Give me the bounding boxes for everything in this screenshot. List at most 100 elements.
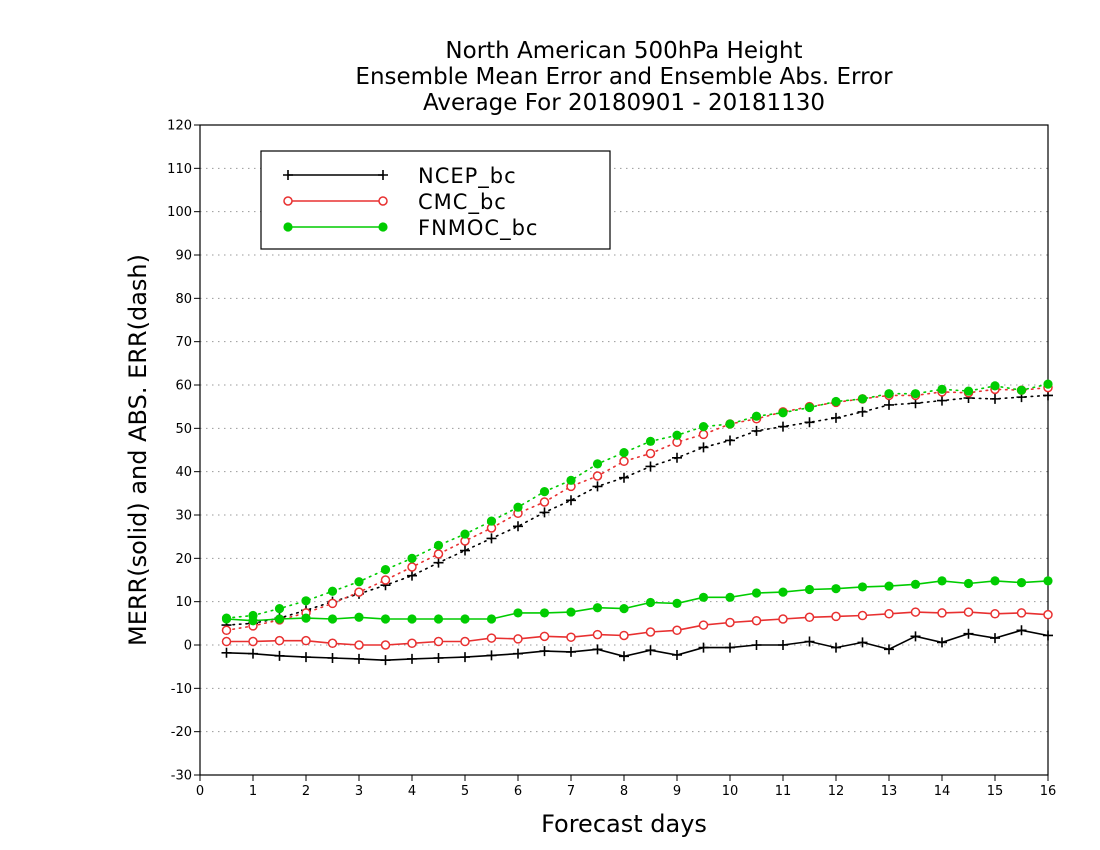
cmc-bc-merr-line [226,611,1049,646]
x-tick-label: 12 [828,784,845,799]
data-point-open-circle [566,632,576,642]
x-tick-label: 1 [249,784,257,799]
data-point-open-circle [778,614,788,624]
data-point-open-circle [751,615,762,626]
data-point-open-circle [380,640,391,650]
data-point-open-circle [539,631,550,642]
data-point-open-circle [857,610,868,621]
data-point-filled-circle [1016,385,1027,395]
data-point-filled-circle [301,613,311,623]
data-point-plus [645,645,656,656]
chart-title-line-1: North American 500hPa Height [445,38,803,64]
data-point-filled-circle [460,529,470,539]
data-point-filled-circle [378,222,388,232]
data-point-open-circle [619,630,629,641]
x-tick-label: 8 [620,784,628,799]
data-point-open-circle [283,196,293,206]
data-point-filled-circle [672,598,682,609]
data-point-filled-circle [354,577,364,587]
data-point-open-circle [963,607,974,617]
data-point-open-circle [645,448,656,459]
data-point-filled-circle [486,516,497,526]
data-point-filled-circle [327,614,338,624]
legend-box [260,150,611,250]
data-point-filled-circle [1016,578,1027,588]
data-point-filled-circle [884,581,894,591]
data-point-filled-circle [221,614,232,624]
x-tick-label: 16 [1040,784,1057,799]
data-point-filled-circle [301,596,311,606]
series-ncep-bc [221,390,1053,666]
legend-entry-ncep-bc: NCEP_bc [283,164,516,189]
data-point-plus [937,395,947,406]
data-point-filled-circle [857,582,868,592]
data-point-plus [592,644,603,655]
data-point-open-circle [592,629,603,640]
data-point-plus [857,637,868,648]
x-tick-label: 4 [408,784,416,799]
data-point-open-circle [645,627,656,637]
data-point-plus [884,644,894,655]
y-tick-label: 40 [175,465,192,480]
data-point-plus [1043,630,1053,641]
x-tick-label: 2 [302,784,310,799]
data-point-filled-circle [460,614,470,624]
x-tick-label: 6 [514,784,522,799]
data-point-filled-circle [407,614,417,624]
legend-label: FNMOC_bc [418,216,538,241]
data-point-plus [460,652,470,663]
data-point-plus [804,417,815,428]
data-point-plus [380,655,391,666]
data-point-plus [566,495,576,506]
fnmoc-bc-merr-line [226,580,1049,622]
data-point-filled-circle [566,607,576,617]
data-point-filled-circle [327,586,338,596]
data-point-open-circle [1016,608,1027,618]
data-point-open-circle [221,636,232,647]
data-point-plus [910,631,921,642]
x-tick-label: 3 [355,784,363,799]
data-point-plus [672,452,682,463]
data-point-filled-circle [698,422,709,432]
data-point-plus [433,557,444,568]
data-point-filled-circle [645,597,656,608]
y-tick-label: -20 [171,725,192,740]
x-tick-label: 0 [196,784,204,799]
data-point-filled-circle [831,584,841,594]
data-point-filled-circle [592,459,603,469]
legend-label: CMC_bc [418,190,507,215]
data-point-plus [221,647,232,658]
y-tick-label: 120 [167,119,192,134]
data-point-plus [857,406,868,417]
data-point-filled-circle [539,608,550,618]
data-point-plus [831,412,841,423]
y-tick-label: 0 [184,639,192,654]
data-point-plus [1016,625,1027,636]
chart-title-line-2: Ensemble Mean Error and Ensemble Abs. Er… [355,64,893,90]
data-point-plus [725,642,735,653]
data-point-filled-circle [539,487,550,497]
data-point-open-circle [354,640,364,650]
data-point-filled-circle [283,222,293,232]
data-point-open-circle [698,620,709,630]
y-axis-title: MERR(solid) and ABS. ERR(dash) [124,254,152,646]
data-point-plus [460,545,470,556]
y-tick-label: 20 [175,552,192,567]
data-point-plus [486,650,497,661]
data-point-open-circle [380,575,391,585]
x-axis-title: Forecast days [541,810,707,838]
chart-title-line-3: Average For 20180901 - 20181130 [422,90,826,116]
data-point-plus [778,421,788,432]
y-tick-label: 30 [175,509,192,524]
data-point-filled-circle [672,430,682,440]
data-point-open-circle [539,497,550,507]
data-point-filled-circle [937,384,947,394]
data-point-filled-circle [990,381,1000,391]
data-point-filled-circle [910,579,921,589]
data-point-plus [248,648,258,659]
data-point-filled-circle [725,592,735,602]
data-point-filled-circle [804,402,815,413]
series-cmc-bc [221,382,1053,650]
